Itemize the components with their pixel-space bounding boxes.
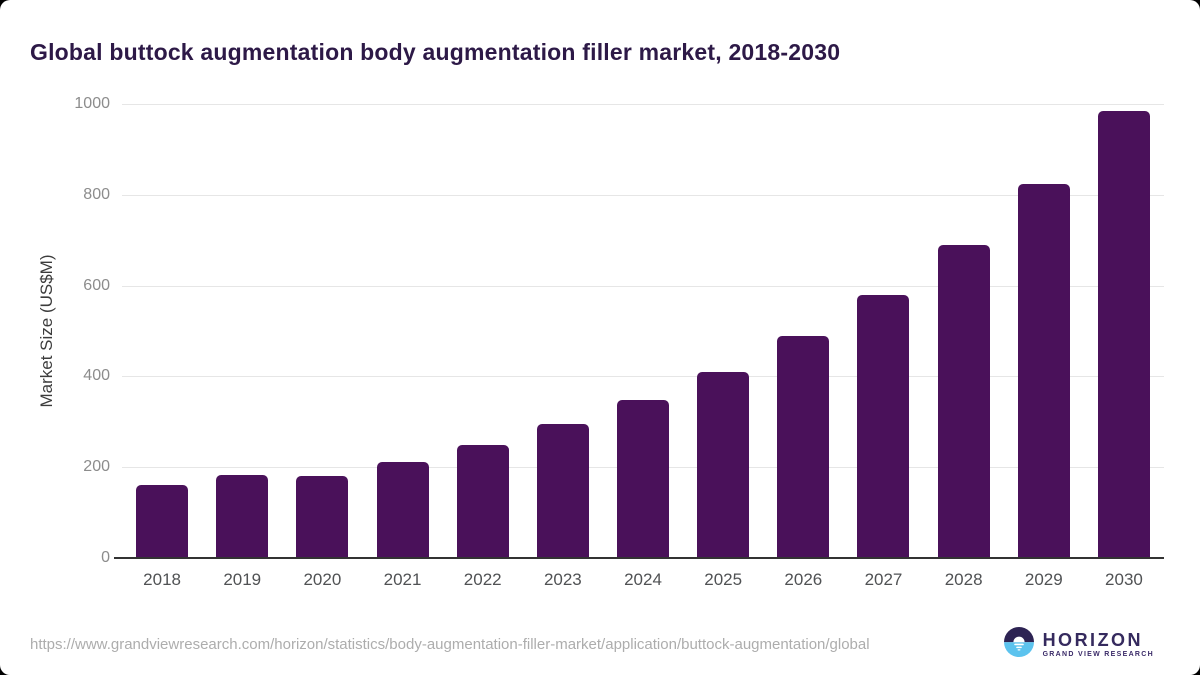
bar-2025 (697, 371, 750, 558)
logo-title: HORIZON (1042, 629, 1144, 650)
bar-2027 (857, 294, 910, 558)
plot-area (114, 104, 1164, 559)
bar-slot-2028 (924, 104, 1004, 558)
xtick-label-2029: 2029 (1024, 570, 1063, 589)
ytick-label-800: 800 (83, 185, 110, 203)
bar-slot-2026 (763, 104, 843, 558)
bar-2020 (296, 476, 349, 558)
logo-subtitle: GRAND VIEW RESEARCH (1042, 650, 1154, 658)
bar-2022 (456, 444, 509, 558)
bar-slot-2021 (362, 104, 442, 558)
xtick-label-2025: 2025 (704, 570, 743, 589)
ytick-label-200: 200 (83, 458, 110, 476)
bar-slot-2027 (843, 104, 923, 558)
ytick-label-0: 0 (101, 549, 110, 566)
y-axis-tick-labels: 0 200 400 600 800 1000 (0, 95, 110, 566)
ytick-label-600: 600 (83, 276, 110, 294)
xtick-label-2024: 2024 (624, 570, 662, 589)
bar-series (122, 104, 1164, 558)
bar-2018 (136, 485, 189, 558)
xtick-label-2018: 2018 (143, 570, 181, 589)
gridline-800 (122, 194, 1164, 196)
bar-slot-2020 (282, 104, 362, 558)
bar-2023 (536, 423, 589, 558)
bar-slot-2023 (523, 104, 603, 558)
bar-slot-2030 (1084, 104, 1164, 558)
bar-slot-2019 (202, 104, 282, 558)
bar-2029 (1017, 184, 1070, 558)
ytick-label-1000: 1000 (74, 95, 110, 112)
x-axis-line (114, 557, 1164, 559)
footer: https://www.grandviewresearch.com/horizo… (0, 613, 1200, 675)
bar-slot-2024 (603, 104, 683, 558)
xtick-label-2020: 2020 (303, 570, 342, 589)
bar-2028 (937, 244, 990, 558)
x-axis-tick-labels: 2018 2019 2020 2021 2022 2023 2024 2025 2026 2027… (122, 570, 1164, 590)
xtick-label-2028: 2028 (944, 570, 983, 589)
logo-text: HORIZON GRAND VIEW RESEARCH (1043, 631, 1154, 658)
xtick-label-2019: 2019 (223, 570, 262, 589)
bar-2030 (1097, 110, 1150, 558)
chart-title: Global buttock augmentation body augment… (30, 39, 841, 66)
ytick-label-400: 400 (83, 367, 110, 385)
xtick-label-2030: 2030 (1105, 570, 1143, 589)
xtick-label-2027: 2027 (864, 570, 903, 589)
bar-slot-2029 (1004, 104, 1084, 558)
xtick-label-2022: 2022 (463, 570, 502, 589)
horizon-logo: HORIZON GRAND VIEW RESEARCH (1003, 626, 1154, 662)
gridline-600 (122, 285, 1164, 287)
xtick-label-2021: 2021 (383, 570, 422, 589)
gridline-1000 (122, 104, 1164, 105)
bar-slot-2022 (443, 104, 523, 558)
bar-2026 (777, 336, 830, 558)
bar-2024 (617, 400, 670, 558)
horizon-logo-icon (1003, 626, 1034, 662)
gridline-400 (122, 376, 1164, 378)
source-url: https://www.grandviewresearch.com/horizo… (30, 635, 870, 653)
bar-slot-2025 (683, 104, 763, 558)
xtick-label-2023: 2023 (543, 570, 582, 589)
bar-slot-2018 (122, 104, 202, 558)
bar-2019 (216, 474, 269, 558)
bar-2021 (376, 462, 429, 558)
xtick-label-2026: 2026 (784, 570, 823, 589)
